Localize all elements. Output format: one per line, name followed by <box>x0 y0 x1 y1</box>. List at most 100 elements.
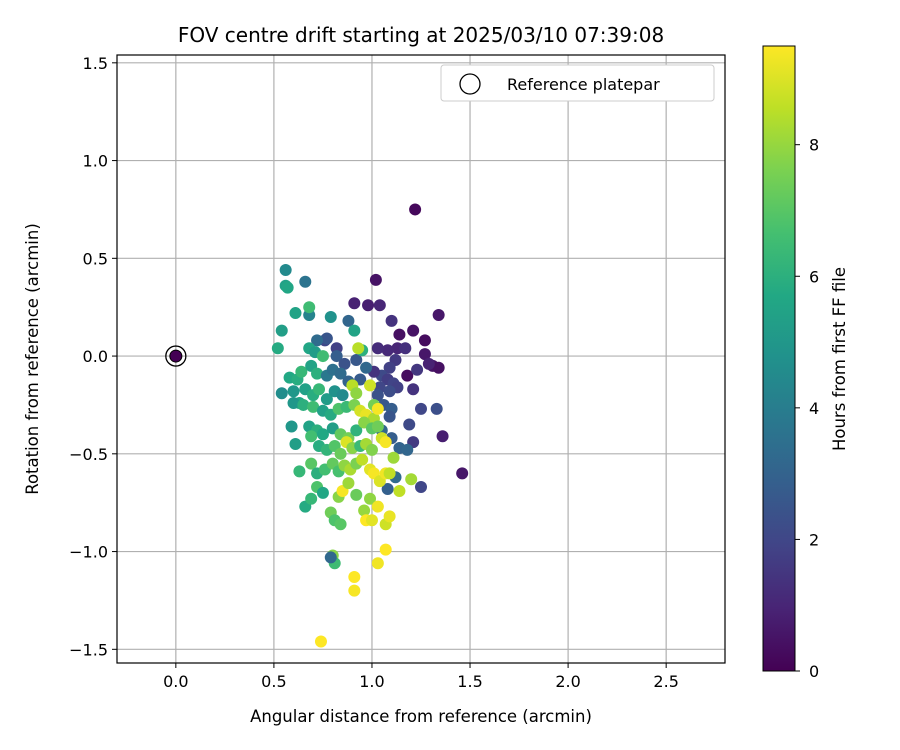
y-tick-label: 1.0 <box>83 152 108 171</box>
data-point <box>297 398 310 411</box>
data-point <box>358 504 371 517</box>
data-point <box>330 350 343 363</box>
data-point <box>383 410 396 423</box>
data-point <box>422 357 435 370</box>
data-point <box>362 299 375 312</box>
data-point <box>371 557 384 570</box>
x-tick-label: 2.0 <box>555 672 580 691</box>
grid <box>117 55 725 663</box>
data-point <box>430 402 443 415</box>
data-point <box>373 299 386 312</box>
legend-marker-reference <box>459 73 481 95</box>
data-point <box>275 324 288 337</box>
data-point <box>338 357 351 370</box>
colorbar-ticks: 0 2 4 6 8 <box>795 136 819 681</box>
legend-box <box>440 64 715 102</box>
data-point <box>342 477 355 490</box>
data-point <box>316 428 329 441</box>
data-point <box>311 334 324 347</box>
colorbar-tick-label: 8 <box>809 136 819 155</box>
data-point <box>456 467 469 480</box>
data-point <box>383 510 396 523</box>
data-point <box>379 543 392 556</box>
data-point <box>293 465 306 478</box>
data-point <box>342 314 355 327</box>
colorbar-tick-label: 4 <box>809 399 819 418</box>
y-tick-label: −1.0 <box>69 543 108 562</box>
x-tick-label: 0.5 <box>261 672 286 691</box>
x-tick-label: 1.0 <box>359 672 384 691</box>
data-point <box>350 424 363 437</box>
data-point <box>411 363 424 376</box>
data-point <box>371 500 384 513</box>
data-point <box>295 365 308 378</box>
data-point <box>285 420 298 433</box>
data-point <box>314 635 327 648</box>
data-point <box>334 518 347 531</box>
data-point <box>289 307 302 320</box>
data-point <box>407 383 420 396</box>
colorbar: 0 2 4 6 8 Hours from first FF file <box>762 45 849 681</box>
data-point <box>324 551 337 564</box>
data-point <box>383 361 396 374</box>
data-point <box>271 342 284 355</box>
data-point <box>305 457 318 470</box>
data-point <box>324 310 337 323</box>
data-point <box>401 443 414 456</box>
data-point <box>320 332 333 345</box>
x-tick-label: 0.0 <box>163 672 188 691</box>
data-point <box>418 348 431 361</box>
data-point <box>334 367 347 380</box>
data-point <box>356 453 369 466</box>
reference-point <box>169 349 183 363</box>
x-axis-ticks: 0.0 0.5 1.0 1.5 2.0 2.5 <box>163 663 679 691</box>
data-point <box>381 483 394 496</box>
y-axis-title: Rotation from reference (arcmin) <box>23 223 42 495</box>
data-point <box>348 584 361 597</box>
data-point <box>281 281 294 294</box>
x-axis-title: Angular distance from reference (arcmin) <box>250 707 592 726</box>
colorbar-title: Hours from first FF file <box>830 267 849 451</box>
data-point <box>403 418 416 431</box>
data-point <box>307 400 320 413</box>
data-point <box>336 389 349 402</box>
data-point <box>371 420 384 433</box>
data-point <box>348 324 361 337</box>
data-point <box>311 367 324 380</box>
data-point <box>401 369 414 382</box>
data-point <box>379 436 392 449</box>
data-point <box>393 328 406 341</box>
y-tick-label: 0.5 <box>83 249 108 268</box>
data-point <box>305 430 318 443</box>
data-point <box>385 314 398 327</box>
data-point <box>381 344 394 357</box>
legend-label-reference: Reference platepar <box>507 75 660 94</box>
y-axis-ticks: −1.5 −1.0 −0.5 0.0 0.5 1.0 1.5 <box>69 54 117 659</box>
data-point <box>350 353 363 366</box>
data-point <box>405 473 418 486</box>
data-point <box>305 492 318 505</box>
data-point <box>436 430 449 443</box>
data-point <box>393 484 406 497</box>
y-tick-label: 0.0 <box>83 347 108 366</box>
plot-area: 0.0 0.5 1.0 1.5 2.0 2.5 −1.5 −1.0 −0.5 0.0 0.5 1.0… <box>69 54 726 691</box>
y-tick-label: −0.5 <box>69 445 108 464</box>
data-point <box>316 350 329 363</box>
x-tick-label: 2.5 <box>653 672 678 691</box>
data-point <box>334 447 347 460</box>
data-point <box>418 334 431 347</box>
reference-ring <box>165 345 187 367</box>
y-tick-label: −1.5 <box>69 640 108 659</box>
data-point <box>415 481 427 494</box>
colorbar-tick-label: 2 <box>809 530 819 549</box>
data-point <box>369 273 382 286</box>
data-point <box>407 324 420 337</box>
legend: Reference platepar <box>440 64 715 102</box>
data-point <box>399 342 412 355</box>
data-point <box>387 451 400 464</box>
data-point <box>287 385 300 398</box>
data-point <box>275 387 288 400</box>
data-point <box>348 570 361 583</box>
chart-title: FOV centre drift starting at 2025/03/10 … <box>178 23 664 47</box>
data-point <box>383 467 396 480</box>
